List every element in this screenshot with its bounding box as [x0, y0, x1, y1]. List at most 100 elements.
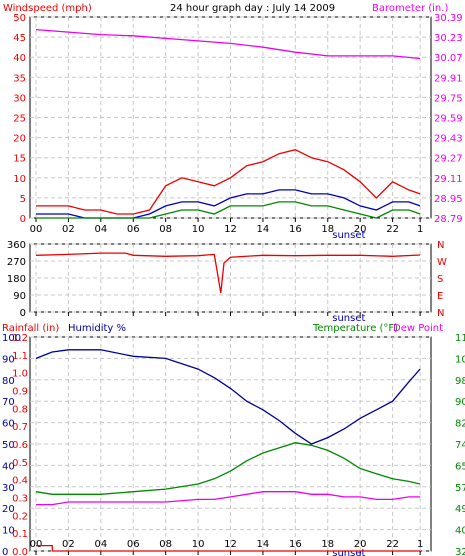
temperature-tick-label: 115	[455, 333, 465, 344]
humidity-tick-label: 70	[2, 397, 15, 408]
sunset-label: sunset	[332, 548, 365, 556]
x-tick-label: 16	[289, 539, 302, 550]
windspeed-label: Windspeed (mph)	[3, 3, 92, 14]
temperature-label: Temperature (°F)	[312, 323, 398, 334]
y-left-tick-label: 45	[13, 33, 26, 44]
direction-degree-label: 0	[20, 308, 26, 319]
y-left-tick-label: 0	[20, 214, 26, 225]
direction-compass-label: W	[437, 257, 447, 268]
x-tick-label: 14	[257, 224, 270, 235]
barometer-label: Barometer (in.)	[372, 3, 448, 14]
x-tick-label: 10	[192, 539, 205, 550]
rain-tick-label: 0.8	[12, 404, 28, 415]
x-tick-label: 02	[62, 539, 75, 550]
rain-tick-label: 0.5	[12, 458, 28, 469]
rain-tick-label: 1.1	[12, 351, 28, 362]
humidity-label: Humidity %	[68, 323, 126, 334]
temperature-tick-label: 90	[455, 397, 465, 408]
y-right-tick-label: 28.95	[434, 194, 463, 205]
temperature-tick-label: 32	[455, 547, 465, 556]
direction-degree-label: 360	[7, 240, 26, 251]
temperature-tick-label: 82	[455, 419, 465, 430]
direction-compass-label: E	[437, 291, 443, 302]
humidity-tick-label: 10	[2, 526, 15, 537]
y-right-tick-label: 30.23	[434, 33, 463, 44]
direction-compass-label: N	[437, 308, 444, 319]
rain-tick-label: 0.9	[12, 387, 28, 398]
humidity-tick-label: 90	[2, 354, 15, 365]
temperature-line	[35, 442, 421, 495]
x-tick-label: 18	[321, 539, 334, 550]
y-right-tick-label: 29.59	[434, 114, 463, 125]
rain-tick-label: 0.1	[12, 529, 28, 540]
x-tick-label: 20	[354, 539, 367, 550]
direction-degree-label: 180	[7, 274, 26, 285]
x-tick-label: 1	[417, 224, 423, 235]
x-tick-label: 06	[127, 224, 140, 235]
rain-tick-label: 1.2	[12, 333, 28, 344]
direction-degree-label: 90	[13, 291, 26, 302]
x-tick-label: 20	[354, 224, 367, 235]
x-tick-label: 08	[159, 224, 172, 235]
y-left-tick-label: 35	[13, 73, 26, 84]
x-tick-label: 22	[386, 539, 399, 550]
x-tick-label: 06	[127, 539, 140, 550]
y-left-tick-label: 10	[13, 174, 26, 185]
humidity-line	[35, 349, 421, 445]
y-left-tick-label: 5	[20, 194, 26, 205]
rain-tick-label: 0.3	[12, 494, 28, 505]
y-right-tick-label: 29.27	[434, 154, 463, 165]
wind-series-2	[36, 189, 421, 219]
y-right-tick-label: 29.43	[434, 134, 463, 145]
y-right-tick-label: 28.79	[434, 214, 463, 225]
y-right-tick-label: 30.39	[434, 13, 463, 24]
x-tick-label: 12	[224, 539, 237, 550]
wind-direction-line	[35, 252, 421, 294]
rain-tick-label: 0.6	[12, 440, 28, 451]
temperature-tick-label: 49	[455, 504, 465, 515]
rainfall-label: Rainfall (in)	[2, 323, 59, 334]
rain-tick-label: 0.2	[12, 511, 28, 522]
x-tick-label: 16	[289, 224, 302, 235]
y-left-tick-label: 30	[13, 93, 26, 104]
y-right-tick-label: 29.75	[434, 93, 463, 104]
temperature-tick-label: 74	[455, 440, 465, 451]
humidity-tick-label: 20	[2, 504, 15, 515]
humidity-tick-label: 100	[2, 333, 21, 344]
barometer-line	[35, 28, 421, 60]
sunset-label: sunset	[332, 313, 365, 324]
x-tick-label: 18	[321, 224, 334, 235]
humidity-tick-label: 50	[2, 440, 15, 451]
chart-title: 24 hour graph day : July 14 2009	[170, 3, 335, 14]
temperature-tick-label: 57	[455, 483, 465, 494]
x-tick-label: 00	[30, 539, 43, 550]
humidity-tick-label: 60	[2, 419, 15, 430]
dewpoint-line	[36, 491, 421, 506]
wind-series-3	[36, 201, 421, 219]
x-tick-label: 12	[224, 224, 237, 235]
y-right-tick-label: 29.11	[434, 174, 463, 185]
y-right-tick-label: 29.91	[434, 73, 463, 84]
humidity-tick-label: 40	[2, 461, 15, 472]
direction-compass-label: N	[437, 240, 444, 251]
direction-compass-label: S	[437, 274, 443, 285]
rain-tick-label: 0.4	[12, 476, 28, 487]
x-tick-label: 14	[257, 539, 270, 550]
x-tick-label: 08	[159, 539, 172, 550]
y-left-tick-label: 15	[13, 154, 26, 165]
y-left-tick-label: 40	[13, 53, 26, 64]
humidity-tick-label: 0	[2, 547, 8, 556]
rain-tick-label: 1.0	[12, 369, 28, 380]
x-tick-label: 02	[62, 224, 75, 235]
x-tick-label: 04	[94, 224, 107, 235]
rain-tick-label: 0.7	[12, 422, 28, 433]
x-tick-label: 04	[94, 539, 107, 550]
sunset-label: sunset	[332, 230, 365, 241]
rain-tick-label: 0.0	[12, 547, 28, 556]
humidity-tick-label: 80	[2, 376, 15, 387]
temperature-tick-label: 98	[455, 376, 465, 387]
temperature-tick-label: 107	[455, 354, 465, 365]
x-tick-label: 22	[386, 224, 399, 235]
temperature-tick-label: 40	[455, 526, 465, 537]
y-left-tick-label: 50	[13, 13, 26, 24]
